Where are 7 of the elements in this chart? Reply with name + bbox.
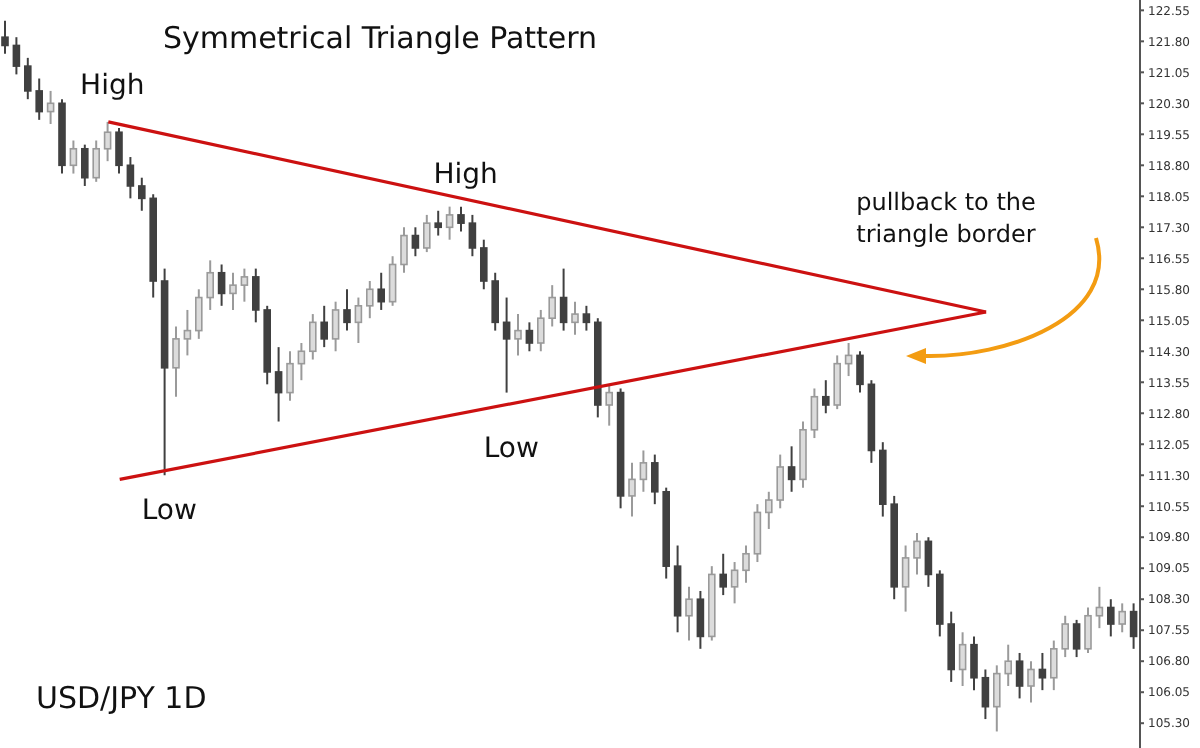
annotation: Low: [141, 495, 197, 528]
annotation: pullback to the triangle border: [856, 188, 1036, 248]
text: Symmetrical Triangle Pattern: [162, 20, 598, 56]
annotation: High: [80, 69, 145, 102]
annotation: Low: [483, 432, 539, 465]
annotation: USD/JPY 1D: [36, 680, 207, 716]
annotation: High: [433, 158, 498, 191]
